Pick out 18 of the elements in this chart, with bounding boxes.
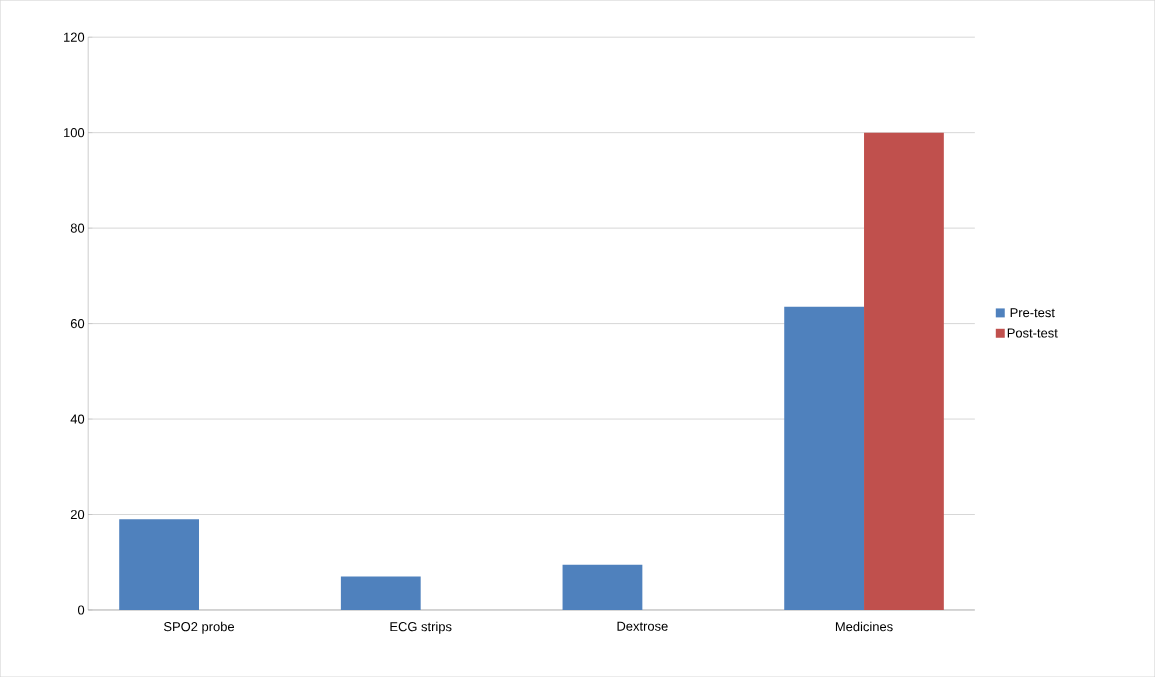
bar <box>119 519 200 610</box>
bar <box>340 576 421 610</box>
y-tick-label: 20 <box>70 509 85 520</box>
y-tick-label: 60 <box>70 318 85 329</box>
legend-label: Pre-test <box>1010 308 1055 318</box>
y-tick-label: 0 <box>77 605 85 615</box>
bar <box>784 306 865 610</box>
legend-label: Post-test <box>1007 328 1058 338</box>
y-tick-label: 80 <box>70 223 85 233</box>
y-tick-label: 100 <box>64 127 85 138</box>
y-tick-label: 120 <box>64 32 85 42</box>
bar <box>864 132 944 610</box>
y-tick-label: 40 <box>70 414 85 424</box>
x-tick-label: SPO2 probe <box>163 621 235 634</box>
x-tick-label: ECG strips <box>390 621 452 634</box>
bar <box>562 564 643 610</box>
x-tick-label: Dextrose <box>617 621 668 631</box>
x-tick-label: Medicines <box>835 621 893 632</box>
